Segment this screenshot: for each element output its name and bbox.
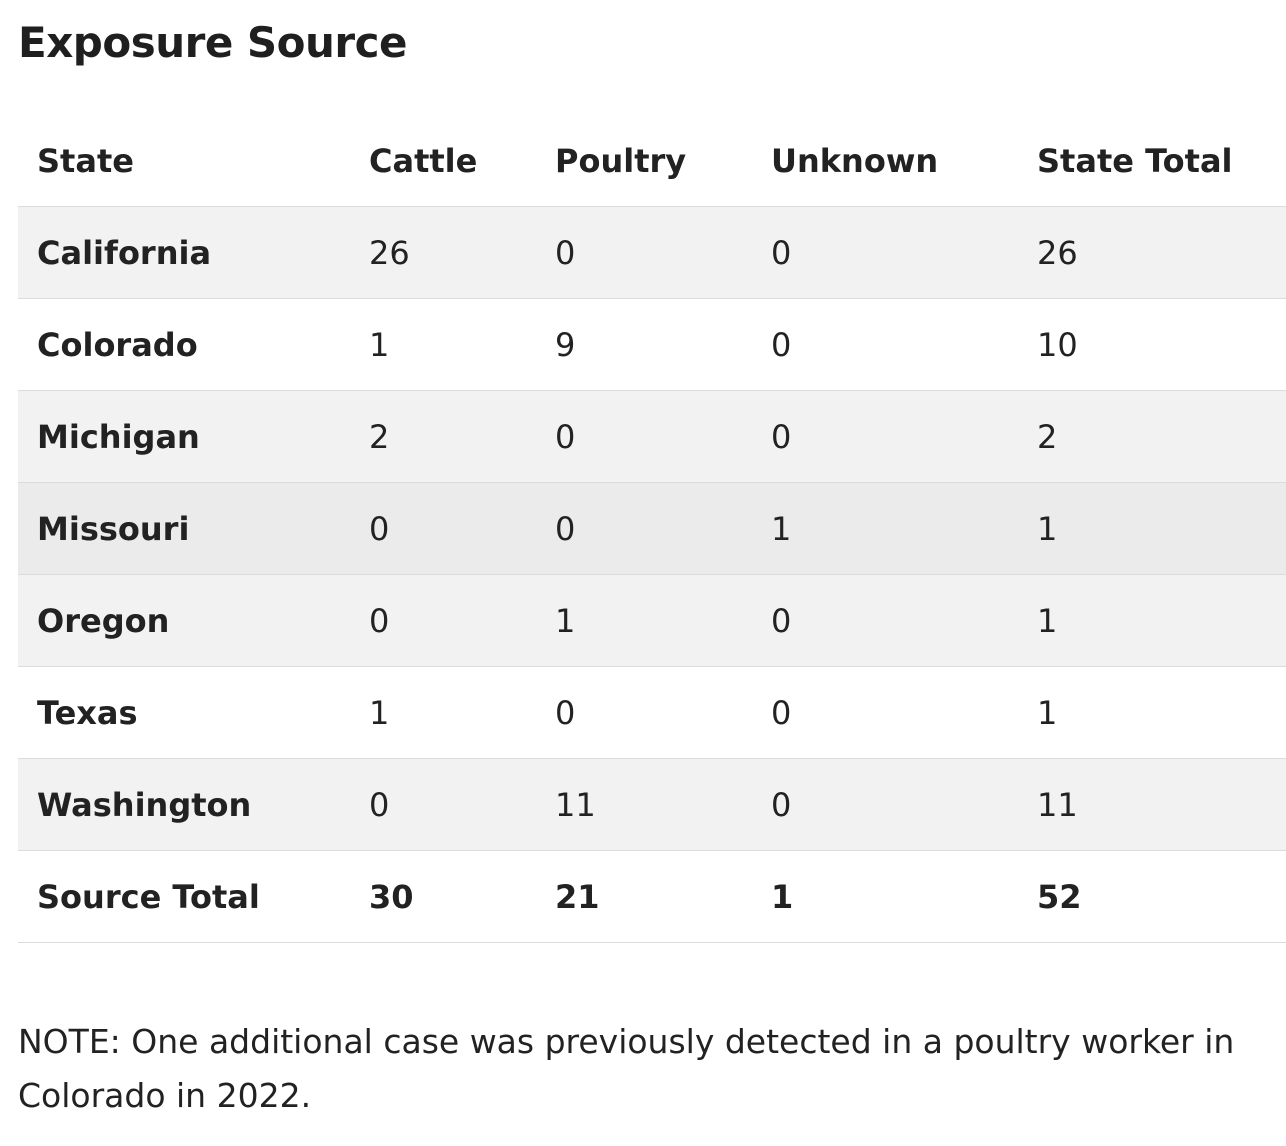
table-cell: 26 [350,206,536,299]
table-cell: 26 [1018,206,1286,299]
table-cell: 0 [752,390,1018,483]
title: Exposure Source [18,18,408,67]
table-row: Oregon 0 1 0 1 [18,574,1286,667]
table-cell: 0 [752,758,1018,851]
table-cell: 11 [536,758,752,851]
table-row: Colorado 1 9 0 10 [18,298,1286,391]
table-foot: Source Total 30 21 1 52 [18,850,1286,943]
table-row: Washington 0 11 0 11 [18,758,1286,851]
column-header: Unknown [752,115,1018,207]
table-cell: 1 [350,666,536,759]
table-cell: 2 [350,390,536,483]
table-cell: 0 [752,666,1018,759]
column-header: Poultry [536,115,752,207]
table-cell: 1 [1018,666,1286,759]
table-cell: Source Total [18,850,350,943]
column-header: State [18,115,350,207]
table-cell: 0 [536,482,752,575]
table-cell: Missouri [18,482,350,575]
table-cell: Colorado [18,298,350,391]
table-row: Missouri 0 0 1 1 [18,482,1286,575]
header-row: State Cattle Poultry Unknown State Total [18,115,1286,207]
note: NOTE: One additional case was previously… [18,1022,1235,1115]
table-cell: Oregon [18,574,350,667]
column-header: Cattle [350,115,536,207]
table-cell: 52 [1018,850,1286,943]
table-cell: 1 [1018,482,1286,575]
table-cell: Texas [18,666,350,759]
table-cell: 9 [536,298,752,391]
table-cell: 0 [752,574,1018,667]
exposure-table: State Cattle Poultry Unknown State Total Cal… [18,115,1286,943]
table-cell: 1 [752,482,1018,575]
table-cell: 21 [536,850,752,943]
table-cell: 1 [752,850,1018,943]
table-row: Michigan 2 0 0 2 [18,390,1286,483]
table-cell: 1 [350,298,536,391]
table-cell: 0 [350,574,536,667]
table-cell: 0 [536,390,752,483]
table-cell: California [18,206,350,299]
table-cell: 0 [536,666,752,759]
table-cell: 10 [1018,298,1286,391]
table-head: State Cattle Poultry Unknown State Total [18,115,1286,207]
table-cell: 0 [350,758,536,851]
footer-row: Source Total 30 21 1 52 [18,850,1286,943]
table-cell: 1 [1018,574,1286,667]
table-cell: Michigan [18,390,350,483]
table-cell: 0 [752,298,1018,391]
table-row: Texas 1 0 0 1 [18,666,1286,759]
table-body: California 26 0 0 26 Colorado 1 9 0 10 Michigan 2 0 0… [18,206,1286,851]
column-header: State Total [1018,115,1286,207]
table-cell: 2 [1018,390,1286,483]
table-cell: 0 [350,482,536,575]
table-cell: 0 [536,206,752,299]
table-cell: 0 [752,206,1018,299]
table-cell: 1 [536,574,752,667]
table-cell: 11 [1018,758,1286,851]
table-row: California 26 0 0 26 [18,206,1286,299]
table-cell: 30 [350,850,536,943]
table-cell: Washington [18,758,350,851]
